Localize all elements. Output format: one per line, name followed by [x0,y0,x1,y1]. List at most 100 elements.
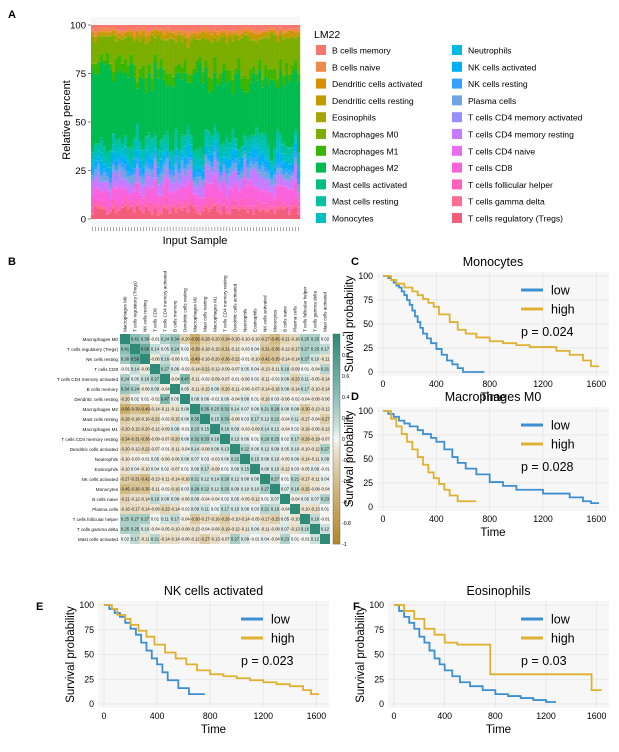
bar-segment [288,28,292,31]
heatmap-cell [210,374,220,384]
bar-segment [234,68,238,74]
heatmap-value: -0.12 [250,497,260,502]
heatmap-value: 0.06 [241,507,250,512]
bar-segment [156,167,160,175]
bar-segment [219,82,223,145]
bar-segment [138,202,142,209]
heatmap-col-label: T cells gamma delta [313,291,318,332]
bar-segment [189,41,193,76]
bar-segment [285,32,289,38]
bar-segment [255,148,259,155]
colorbar-step [333,453,340,457]
heatmap-value: 0.12 [211,487,220,492]
bar-segment [270,27,274,30]
bar-segment [240,89,244,147]
bar-segment [216,140,220,150]
bar-segment [249,206,253,209]
heatmap-cell [280,344,290,354]
heatmap-value: -0.28 [300,437,310,442]
bar-segment [267,142,271,147]
heatmap-value: -0.14 [170,537,180,542]
bar-segment [114,25,119,30]
heatmap-cell [190,434,200,444]
heatmap-cell [120,384,130,394]
bar-segment [138,160,142,169]
heatmap-value: 0.02 [131,397,140,402]
heatmap-cell [220,384,230,394]
bar-segment [189,137,193,145]
bar-segment [183,177,187,187]
bar-segment [282,185,286,187]
bar-segment [132,139,136,151]
heatmap-cell [320,334,330,344]
km-curve-high [383,275,599,368]
bar-segment [126,180,131,183]
bar-segment [219,73,223,83]
bar-segment [123,164,128,171]
km-y-tick-label: 75 [84,625,94,635]
heatmap-value: -0.11 [190,387,200,392]
heatmap-cell [300,534,310,544]
heatmap-cell [320,524,330,534]
bar-segment [249,156,253,162]
heatmap-cell [140,394,150,404]
bar-segment [171,38,175,40]
bar-segment [231,208,235,219]
bar-segment [207,160,211,166]
km-ylabel: Survival probability [344,275,356,372]
bar-segment [231,25,235,30]
bar-segment [180,168,184,171]
bar-segment [231,35,235,41]
heatmap-value: -0.21 [280,337,290,342]
heatmap-cell [120,424,130,434]
bar-segment [291,25,295,29]
km-legend-label-low: low [551,419,571,433]
bar-segment [123,158,128,165]
heatmap-cell [310,374,320,384]
heatmap-cell [220,364,230,374]
heatmap-value: 0.07 [281,487,290,492]
bar-segment [291,73,295,145]
heatmap-value: -0.02 [160,417,170,422]
heatmap-cell [300,434,310,444]
bar-segment [291,206,295,209]
panel-label-a: A [8,9,16,21]
bar-segment [189,194,193,204]
heatmap-cell [310,524,320,534]
legend-swatch [452,196,462,207]
heatmap-cell [130,464,140,474]
heatmap-cell [300,454,310,464]
bar-segment [243,31,247,35]
bar-segment [91,69,95,150]
bar-segment [99,192,104,202]
bar-segment [285,31,289,33]
bar-segment [150,90,154,139]
bar-segment [114,179,119,183]
bar-segment [288,38,292,75]
bar-segment [93,36,98,41]
bar-segment [91,152,95,160]
bar-segment [114,142,119,151]
heatmap-cell [140,354,150,364]
heatmap-value: 0.06 [191,467,200,472]
bar-segment [228,33,232,36]
heatmap-value: 0.03 [181,487,190,492]
heatmap-value: -0.07 [170,467,180,472]
bar-segment [153,62,157,135]
bar-segment [231,40,235,42]
heatmap-value: 0.25 [301,337,310,342]
bar-segment [114,157,119,161]
bar-segment [111,25,116,27]
bar-segment [91,35,95,37]
colorbar-step [333,348,340,352]
colorbar-step [333,397,340,401]
km-curve-low [394,604,557,703]
bar-segment [102,181,107,187]
heatmap-col-label: Macrophages M0 [123,296,128,332]
colorbar-step [333,477,340,482]
bar-segment [201,83,205,155]
bar-segment [177,190,181,199]
heatmap-cell [240,344,250,354]
heatmap-cell [120,504,130,514]
